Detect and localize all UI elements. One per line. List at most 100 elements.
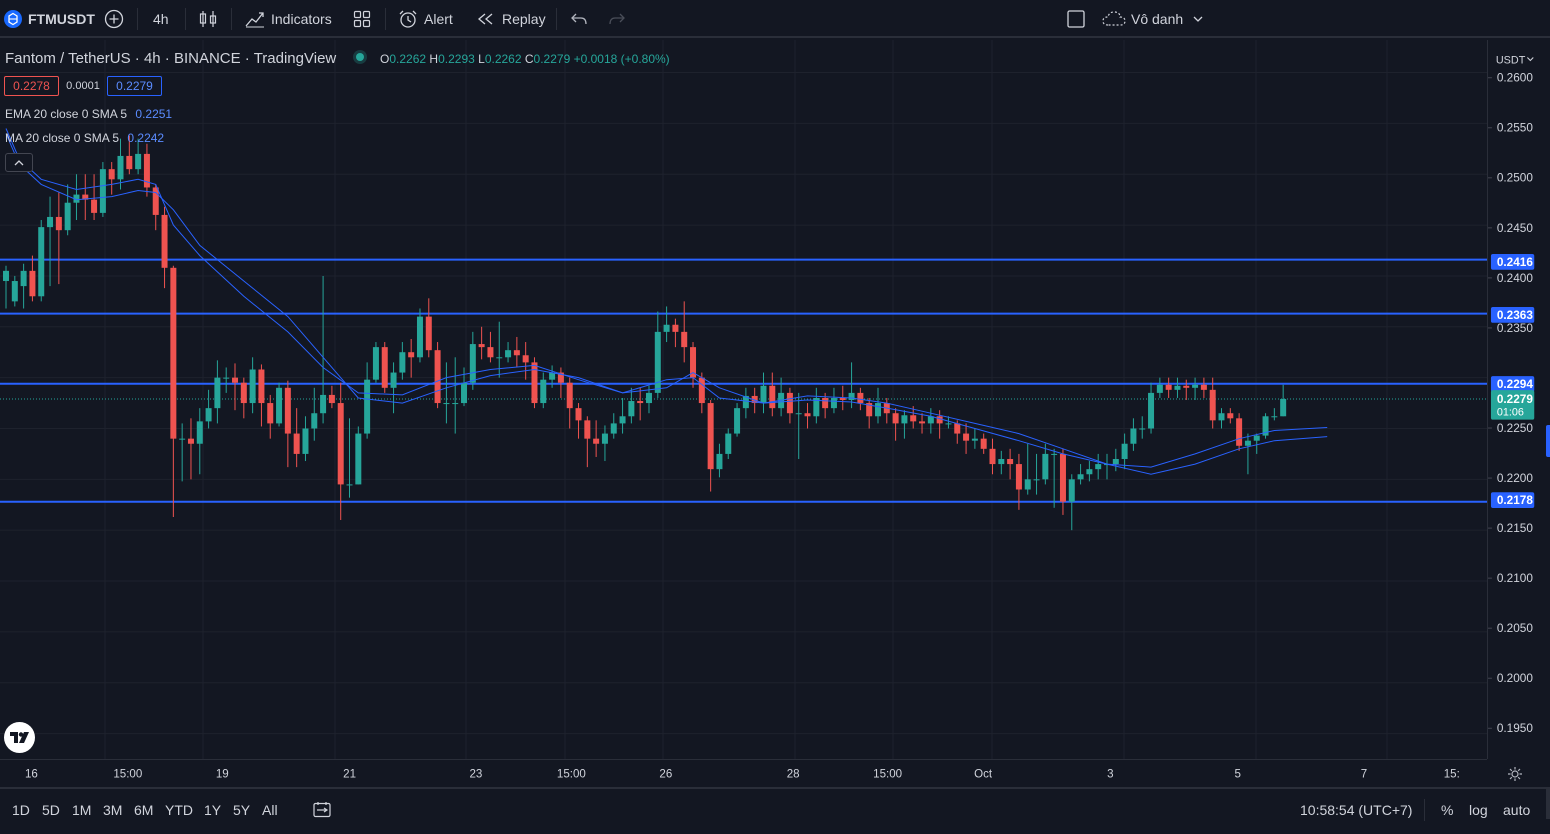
- candle: [848, 362, 855, 409]
- candle-body: [619, 416, 626, 424]
- candle-body: [654, 331, 661, 393]
- sell-price-button[interactable]: 0.2278: [4, 76, 59, 96]
- interval-label: 4h: [153, 11, 169, 27]
- candle: [1218, 408, 1225, 429]
- chart-settings-button[interactable]: [1505, 764, 1525, 784]
- candle: [1280, 384, 1287, 417]
- range-button-6m[interactable]: 6M: [134, 789, 153, 831]
- candle-body: [143, 153, 150, 188]
- log-scale-button[interactable]: log: [1469, 789, 1488, 831]
- ma-line: [5, 133, 1328, 475]
- scroll-handle[interactable]: [1546, 425, 1550, 457]
- candle-body: [813, 397, 820, 417]
- range-button-ytd[interactable]: YTD: [165, 789, 193, 831]
- candle-body: [20, 270, 27, 287]
- candle-body: [1165, 384, 1172, 390]
- candle-body: [698, 377, 705, 404]
- layout-name-button[interactable]: Vô danh: [1102, 0, 1203, 38]
- alarm-clock-icon: [399, 10, 417, 28]
- candle: [919, 413, 926, 434]
- undo-button[interactable]: [570, 0, 588, 38]
- candle-body: [1139, 428, 1146, 430]
- chart-pane[interactable]: [0, 40, 1487, 759]
- toolbar-divider: [185, 8, 186, 30]
- percent-label: %: [1441, 802, 1454, 818]
- candle: [989, 438, 996, 475]
- current-price-tag: [1490, 390, 1535, 420]
- range-button-all[interactable]: All: [262, 789, 278, 831]
- candle-body: [927, 416, 934, 424]
- bottom-toolbar: 1D 5D 1M 3M 6M YTD 1Y 5Y All 10:58:54 (UTC+7) % …: [0, 787, 1550, 834]
- candle: [416, 308, 423, 363]
- price-tick-label: 0.2450: [1497, 221, 1534, 235]
- candle-body: [769, 385, 776, 409]
- range-label: 1Y: [204, 802, 222, 818]
- candle: [1271, 408, 1278, 421]
- templates-button[interactable]: [353, 0, 371, 38]
- ema-legend[interactable]: EMA 20 close 0 SMA 5 0.2251: [5, 107, 172, 121]
- candle-body: [425, 316, 432, 351]
- candle: [364, 362, 371, 439]
- range-button-1m[interactable]: 1M: [72, 789, 91, 831]
- date-range-button[interactable]: [313, 789, 331, 831]
- candle: [672, 318, 679, 348]
- candle-body: [1077, 474, 1084, 480]
- candle-body: [857, 392, 864, 404]
- candle-body: [566, 382, 573, 409]
- candle-body: [399, 352, 406, 373]
- scroll-handle[interactable]: [1546, 789, 1550, 819]
- candle: [214, 360, 221, 424]
- replay-button[interactable]: Replay: [477, 0, 546, 38]
- symbol-search-button[interactable]: FTMUSDT: [4, 0, 95, 38]
- candle-body: [716, 453, 723, 470]
- candle-body: [874, 403, 881, 417]
- range-button-1y[interactable]: 1Y: [204, 789, 221, 831]
- tradingview-logo[interactable]: [4, 722, 35, 753]
- candle: [1024, 443, 1031, 495]
- candle: [205, 389, 212, 429]
- range-button-1d[interactable]: 1D: [12, 789, 30, 831]
- alert-button[interactable]: Alert: [398, 0, 453, 38]
- collapse-legend-button[interactable]: [5, 153, 33, 172]
- time-axis[interactable]: 16 15:00 19 21 23 15:00 26 28 15:00 Oct 3 5 7 15:: [0, 759, 1487, 787]
- candle-body: [866, 403, 873, 417]
- bar-countdown: 01:06: [1497, 407, 1524, 419]
- candle: [293, 408, 300, 468]
- layout-name-label: Vô danh: [1131, 11, 1184, 27]
- time-label: 26: [659, 768, 672, 780]
- candle: [1148, 382, 1155, 434]
- interval-button[interactable]: 4h: [153, 0, 169, 38]
- candle-body: [1033, 479, 1040, 481]
- candle: [1262, 413, 1269, 439]
- range-button-5y[interactable]: 5Y: [233, 789, 250, 831]
- redo-icon: [609, 13, 625, 25]
- horizontal-lines: [0, 258, 1487, 503]
- legend-title[interactable]: Fantom / TetherUS · 4h · BINANCE · Tradi…: [5, 50, 337, 67]
- timezone-button[interactable]: 10:58:54 (UTC+7): [1300, 789, 1412, 831]
- price-tick-label: 0.2050: [1497, 621, 1534, 635]
- price-scale[interactable]: USDT 0.2600 0.2550 0.2500 0.2450 0.2400 0.235…: [1487, 40, 1550, 759]
- currency-selector[interactable]: USDT: [1496, 54, 1526, 66]
- candle: [681, 301, 688, 363]
- ma-legend[interactable]: MA 20 close 0 SMA 5 0.2242: [5, 131, 164, 145]
- percent-scale-button[interactable]: %: [1441, 789, 1453, 831]
- range-button-3m[interactable]: 3M: [103, 789, 122, 831]
- candle: [1051, 448, 1058, 508]
- candle-body: [223, 377, 230, 379]
- fullscreen-button[interactable]: [1067, 0, 1085, 38]
- candle: [143, 143, 150, 197]
- candle: [698, 372, 705, 414]
- buy-price-button[interactable]: 0.2279: [107, 76, 162, 96]
- auto-scale-button[interactable]: auto: [1503, 789, 1530, 831]
- candle-body: [126, 155, 133, 170]
- candle-body: [901, 415, 908, 424]
- candle-body: [963, 433, 970, 441]
- time-label: 7: [1361, 768, 1367, 780]
- compare-symbol-button[interactable]: [104, 0, 124, 38]
- redo-button[interactable]: [608, 0, 626, 38]
- indicators-button[interactable]: Indicators: [245, 0, 332, 38]
- range-button-5d[interactable]: 5D: [42, 789, 60, 831]
- candle-body: [645, 392, 652, 404]
- chart-type-button[interactable]: [199, 0, 217, 38]
- ohlc-close: 0.2279: [533, 52, 571, 66]
